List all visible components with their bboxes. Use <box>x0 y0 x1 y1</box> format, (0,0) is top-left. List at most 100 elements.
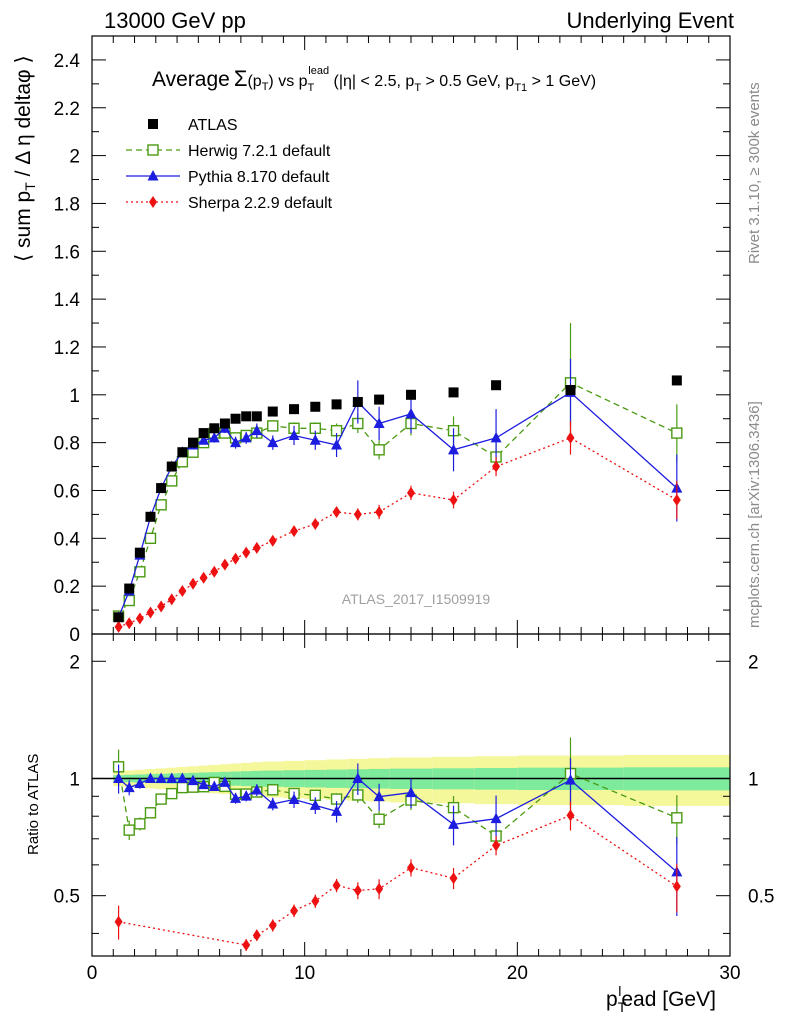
herwig-ratio-point <box>155 793 167 805</box>
atlas-point <box>565 385 576 396</box>
series-herwig <box>112 323 683 622</box>
pythia-ratio-point <box>405 786 417 798</box>
sherpa-point <box>449 494 458 507</box>
sherpa-ratio-point <box>290 904 299 917</box>
chart-title: Average Σ(pT) vs pTlead (|η| < 2.5, pT > … <box>152 65 596 94</box>
y-tick-label: 1.8 <box>54 194 80 215</box>
header-left: 13000 GeV pp <box>104 8 246 33</box>
pythia-ratio-point <box>490 812 502 824</box>
pythia-ratio-point <box>123 781 135 793</box>
sherpa-point <box>135 612 144 625</box>
series-pythia <box>113 358 683 622</box>
legend-marker-sherpa <box>149 196 157 208</box>
sherpa-point <box>125 617 134 630</box>
atlas-point <box>219 418 230 429</box>
ratio-tick-label-left: 0.5 <box>54 887 80 908</box>
atlas-point <box>134 547 145 558</box>
sherpa-point <box>178 584 187 597</box>
herwig-point <box>155 499 167 511</box>
sherpa-point <box>199 571 208 584</box>
sherpa-ratio-point <box>492 839 501 852</box>
pythia-ratio-point <box>331 805 343 816</box>
herwig-point <box>123 594 135 607</box>
herwig-ratio-point <box>176 781 189 794</box>
atlas-point <box>331 399 342 410</box>
atlas-point <box>177 447 188 458</box>
sherpa-point <box>231 552 240 565</box>
pythia-point <box>230 436 242 448</box>
legend-label-pythia: Pythia 8.170 default <box>188 169 330 186</box>
atlas-point <box>241 411 252 422</box>
x-tick-label: 20 <box>507 963 528 984</box>
pythia-ratio-point <box>187 774 199 786</box>
sherpa-point <box>220 558 229 571</box>
series-atlas <box>113 375 682 623</box>
herwig-point <box>176 456 189 468</box>
sherpa-ratio-point <box>353 884 362 897</box>
atlas-point <box>188 437 199 448</box>
sherpa-point <box>492 460 501 473</box>
x-tick-label: 10 <box>294 963 315 984</box>
atlas-point <box>448 387 459 398</box>
atlas-point <box>310 401 321 412</box>
atlas-point <box>230 413 241 424</box>
x-tick-label: 0 <box>87 963 98 984</box>
main-series-layer <box>112 323 683 633</box>
sherpa-point <box>157 600 166 613</box>
pythia-ratio-point <box>288 793 300 805</box>
atlas-point <box>352 396 363 407</box>
ratio-series-pythia <box>113 758 683 917</box>
y-tick-label: 2.2 <box>54 99 80 120</box>
atlas-point <box>289 404 300 415</box>
ratio-tick-label-left: 1 <box>69 769 80 790</box>
pythia-ratio-point <box>166 772 178 783</box>
pythia-point <box>373 417 385 429</box>
pythia-ratio-point <box>230 792 242 803</box>
atlas-point <box>374 394 385 405</box>
ratio-uncertainty-band <box>113 754 730 806</box>
sherpa-ratio-line <box>118 814 678 946</box>
sherpa-ratio-point <box>375 882 384 895</box>
pythia-ratio-point <box>373 790 385 802</box>
pythia-ratio-point <box>208 780 220 792</box>
legend-label-herwig: Herwig 7.2.1 default <box>188 143 331 160</box>
legend-label-sherpa: Sherpa 2.2.9 default <box>188 195 333 212</box>
pythia-ratio-point <box>309 799 321 810</box>
y-tick-label: 1.4 <box>54 290 81 311</box>
pythia-line <box>117 391 678 618</box>
sherpa-point <box>210 565 219 578</box>
rivet-label: Rivet 3.1.10, ≥ 300k events <box>746 82 763 264</box>
sherpa-ratio-point <box>268 919 277 932</box>
pythia-ratio-point <box>134 777 146 789</box>
pythia-point <box>208 431 220 443</box>
sherpa-point <box>407 486 415 499</box>
sherpa-point <box>252 541 261 554</box>
pythia-ratio-point <box>144 772 156 783</box>
sherpa-ratio-point <box>407 861 415 874</box>
y-tick-label: 1 <box>69 386 80 407</box>
y-tick-label: 0.4 <box>54 529 81 550</box>
sherpa-point <box>672 494 681 507</box>
pythia-point <box>448 443 460 455</box>
y-tick-label: 0.8 <box>54 434 80 455</box>
herwig-ratio-point <box>373 813 385 825</box>
y-tick-label: 1.2 <box>54 338 80 359</box>
legend-label-atlas: ATLAS <box>188 117 238 134</box>
sherpa-point <box>189 577 198 590</box>
pythia-point <box>240 431 252 443</box>
legend-item-herwig: Herwig 7.2.1 default <box>126 143 331 160</box>
sherpa-ratio-point <box>114 915 123 928</box>
atlas-point <box>166 461 177 472</box>
sherpa-ratio-point <box>566 809 575 822</box>
axes-layer: 0 10 20 30 0 0.2 0.4 0.6 0.8 1 1.2 1.4 1.6 1.8 2 2.2 2.4… <box>54 35 774 984</box>
herwig-point <box>144 532 157 545</box>
pythia-ratio-point <box>352 772 364 783</box>
ratio-tick-label-right: 2 <box>748 652 759 673</box>
y-tick-label: 2 <box>69 147 80 168</box>
legend-item-atlas: ATLAS <box>148 117 238 134</box>
herwig-ratio-point <box>123 824 135 836</box>
sherpa-point <box>146 606 155 619</box>
atlas-point <box>145 511 156 522</box>
atlas-point <box>406 389 416 400</box>
